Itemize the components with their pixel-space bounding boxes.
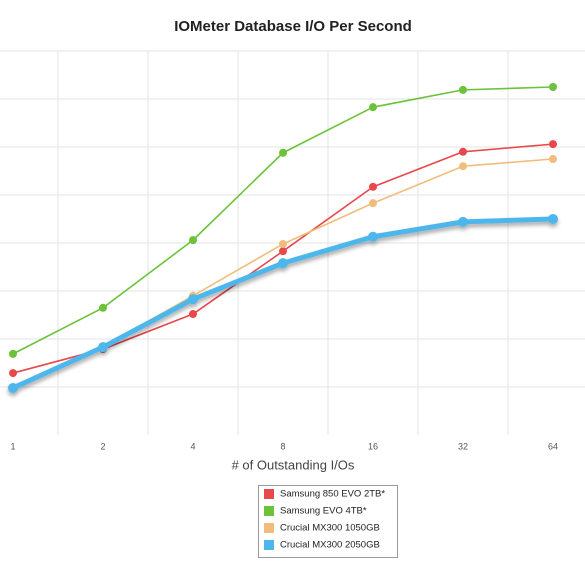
data-point [189, 310, 197, 319]
legend-label: Samsung 850 EVO 2TB* [280, 489, 385, 500]
x-tick-label: 4 [190, 441, 195, 451]
data-point [459, 85, 467, 94]
data-point [9, 369, 17, 378]
legend-label: Crucial MX300 1050GB [280, 523, 380, 534]
data-point [189, 236, 197, 245]
data-point [548, 214, 558, 224]
data-point [549, 83, 557, 91]
legend-label: Crucial MX300 2050GB [280, 540, 380, 551]
data-point [8, 382, 18, 393]
data-point [9, 349, 17, 358]
x-tick-label: 1 [10, 441, 15, 451]
x-tick-label: 32 [458, 441, 468, 451]
data-point [369, 182, 377, 191]
data-point [459, 147, 467, 156]
legend-swatch [264, 540, 274, 550]
chart-title: IOMeter Database I/O Per Second [174, 18, 412, 35]
data-point [369, 199, 377, 208]
data-point [549, 155, 557, 163]
data-point [278, 258, 288, 269]
x-tick-label: 16 [368, 441, 378, 451]
data-point [458, 216, 468, 227]
data-point [279, 148, 287, 157]
legend-swatch [264, 489, 274, 499]
data-point [279, 239, 287, 248]
legend-swatch [264, 506, 274, 516]
legend-label: Samsung EVO 4TB* [280, 506, 367, 517]
data-point [459, 162, 467, 171]
x-tick-label: 64 [548, 441, 558, 451]
series [8, 214, 558, 393]
data-point [98, 342, 108, 353]
series [9, 83, 557, 358]
data-point [99, 303, 107, 312]
data-point [279, 247, 287, 256]
x-axis-title: # of Outstanding I/Os [232, 457, 355, 472]
series [9, 155, 557, 392]
data-point [549, 140, 557, 149]
x-tick-label: 2 [100, 441, 105, 451]
legend-swatch [264, 523, 274, 533]
x-tick-label: 8 [280, 441, 285, 451]
data-point [369, 103, 377, 112]
legend [258, 485, 398, 558]
data-point [368, 231, 378, 242]
data-point [188, 294, 198, 305]
